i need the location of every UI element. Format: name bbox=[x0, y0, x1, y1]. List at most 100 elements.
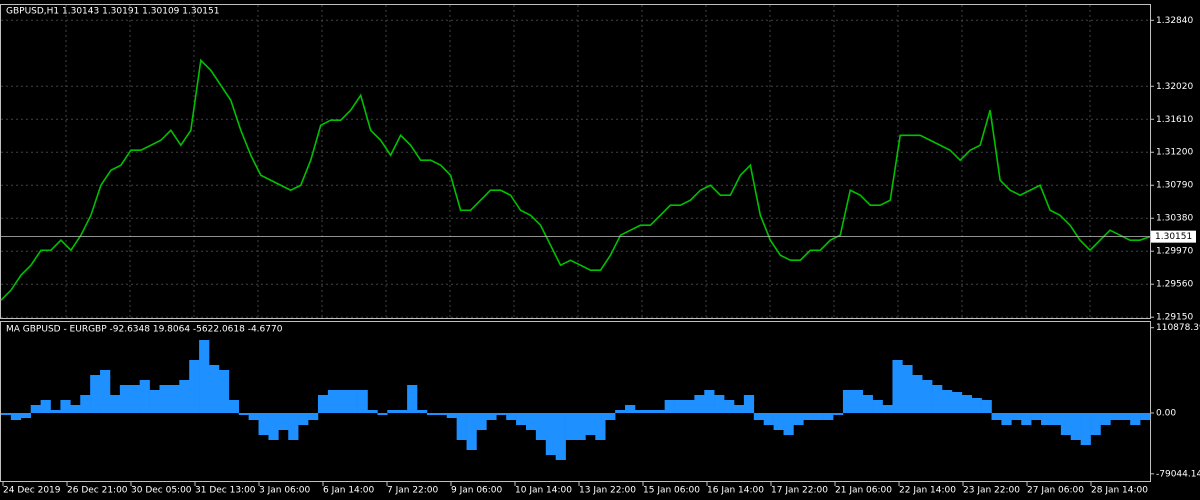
histogram-bar bbox=[80, 395, 91, 413]
histogram-bar bbox=[545, 413, 556, 455]
histogram-bar bbox=[1060, 413, 1072, 435]
histogram-bar bbox=[1021, 413, 1032, 425]
histogram-bar bbox=[377, 413, 388, 415]
x-tick-label: 27 Jan 06:00 bbox=[1027, 486, 1084, 496]
histogram-bar bbox=[1080, 413, 1091, 445]
indicator-title: MA GBPUSD - EURGBP -92.6348 19.8064 -562… bbox=[6, 325, 283, 335]
y-tick-label: 1.29970 bbox=[1156, 247, 1193, 257]
histogram-bar bbox=[625, 405, 636, 413]
x-tick-label: 24 Dec 2019 bbox=[3, 486, 61, 496]
histogram-bar bbox=[337, 390, 348, 413]
histogram-bar bbox=[456, 413, 467, 440]
histogram-bar bbox=[813, 413, 824, 420]
histogram-bar bbox=[119, 385, 131, 413]
histogram-bar bbox=[40, 400, 51, 413]
x-tick-label: 22 Jan 14:00 bbox=[899, 486, 956, 496]
histogram-bar bbox=[60, 400, 71, 413]
price-line bbox=[0, 58, 1151, 301]
histogram-bar bbox=[109, 395, 121, 413]
histogram-bar bbox=[1001, 413, 1012, 425]
x-tick-label: 13 Jan 22:00 bbox=[579, 486, 636, 496]
histogram-bar bbox=[852, 390, 864, 413]
histogram-bar bbox=[912, 375, 923, 413]
histogram-bar bbox=[793, 413, 804, 425]
histogram-bar bbox=[961, 395, 973, 413]
histogram-bar bbox=[783, 413, 794, 435]
histogram-bar bbox=[179, 380, 190, 413]
y-tick-label: -79044.14 bbox=[1156, 469, 1200, 479]
histogram-bar bbox=[704, 390, 715, 413]
histogram-bar bbox=[833, 413, 844, 415]
y-tick-label: 1.31610 bbox=[1156, 115, 1193, 125]
histogram-bar bbox=[991, 413, 1002, 420]
price-title: GBPUSD,H1 1.30143 1.30191 1.30109 1.3015… bbox=[6, 7, 219, 17]
x-tick-label: 6 Jan 14:00 bbox=[323, 486, 375, 496]
histogram-bar bbox=[387, 410, 398, 413]
y-tick-label: 1.32840 bbox=[1156, 16, 1193, 26]
histogram-bar bbox=[605, 413, 616, 420]
histogram-bar bbox=[565, 413, 576, 440]
histogram-bar bbox=[714, 395, 725, 413]
x-tick-label: 15 Jan 06:00 bbox=[643, 486, 700, 496]
x-tick-label: 23 Jan 22:00 bbox=[963, 486, 1020, 496]
x-tick-label: 10 Jan 14:00 bbox=[515, 486, 572, 496]
histogram-bar bbox=[1070, 413, 1081, 440]
histogram-bar bbox=[496, 413, 507, 415]
histogram-bar bbox=[1050, 413, 1062, 425]
histogram-bar bbox=[199, 340, 210, 413]
histogram-bar bbox=[1011, 413, 1022, 420]
histogram-bar bbox=[308, 413, 319, 420]
histogram-bar bbox=[357, 390, 368, 413]
histogram-bar bbox=[407, 385, 418, 413]
histogram-bar bbox=[159, 385, 170, 413]
histogram-bar bbox=[892, 360, 903, 413]
histogram-bar bbox=[436, 413, 448, 415]
histogram-bar bbox=[525, 413, 537, 430]
histogram-bar bbox=[248, 413, 259, 420]
histogram-bar bbox=[615, 410, 626, 413]
x-tick-label: 30 Dec 05:00 bbox=[131, 486, 192, 496]
x-tick-label: 26 Dec 21:00 bbox=[67, 486, 128, 496]
histogram-bar bbox=[129, 385, 140, 413]
histogram-bar bbox=[575, 413, 586, 440]
indicator-frame bbox=[0, 321, 1151, 482]
x-tick-label: 21 Jan 06:00 bbox=[835, 486, 892, 496]
histogram-bar bbox=[595, 413, 606, 440]
histogram-bar bbox=[1120, 413, 1131, 420]
histogram-bar bbox=[674, 400, 685, 413]
histogram-bar bbox=[10, 413, 22, 420]
histogram-bar bbox=[1100, 413, 1111, 425]
y-tick-label: 1.30380 bbox=[1156, 214, 1193, 224]
histogram-bar bbox=[367, 410, 378, 413]
histogram-bar bbox=[327, 390, 339, 413]
histogram-bar bbox=[1110, 413, 1121, 420]
histogram-bar bbox=[189, 360, 200, 413]
histogram-bar bbox=[941, 390, 953, 413]
histogram-bar bbox=[486, 413, 497, 420]
histogram-bar bbox=[1090, 413, 1101, 435]
histogram-bar bbox=[585, 413, 596, 435]
histogram-bar bbox=[634, 410, 646, 413]
histogram-bar bbox=[1130, 413, 1141, 425]
histogram-bar bbox=[644, 410, 656, 413]
histogram-bar bbox=[1031, 413, 1042, 420]
histogram-bar bbox=[258, 413, 269, 435]
histogram-bar bbox=[397, 410, 408, 413]
last-price-label: 1.30151 bbox=[1155, 232, 1192, 242]
histogram-bar bbox=[555, 413, 566, 460]
histogram-bar bbox=[100, 370, 111, 413]
histogram-bar bbox=[823, 413, 834, 420]
y-tick-label: 110878.39 bbox=[1156, 323, 1200, 333]
histogram-bar bbox=[278, 413, 289, 430]
y-tick-label: 1.31200 bbox=[1156, 148, 1193, 158]
histogram-bar bbox=[506, 413, 517, 420]
x-tick-label: 3 Jan 06:00 bbox=[259, 486, 311, 496]
y-tick-label: 1.30790 bbox=[1156, 181, 1193, 191]
x-tick-label: 16 Jan 14:00 bbox=[707, 486, 764, 496]
histogram-bar bbox=[446, 413, 457, 418]
histogram-bar bbox=[417, 410, 428, 413]
histogram-bar bbox=[238, 413, 249, 415]
histogram-bar bbox=[882, 405, 893, 413]
price-frame bbox=[0, 4, 1151, 319]
histogram-bar bbox=[842, 390, 854, 413]
